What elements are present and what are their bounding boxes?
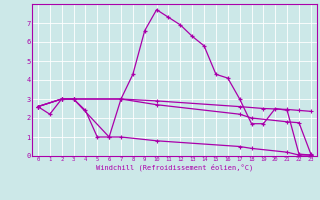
X-axis label: Windchill (Refroidissement éolien,°C): Windchill (Refroidissement éolien,°C)	[96, 164, 253, 171]
